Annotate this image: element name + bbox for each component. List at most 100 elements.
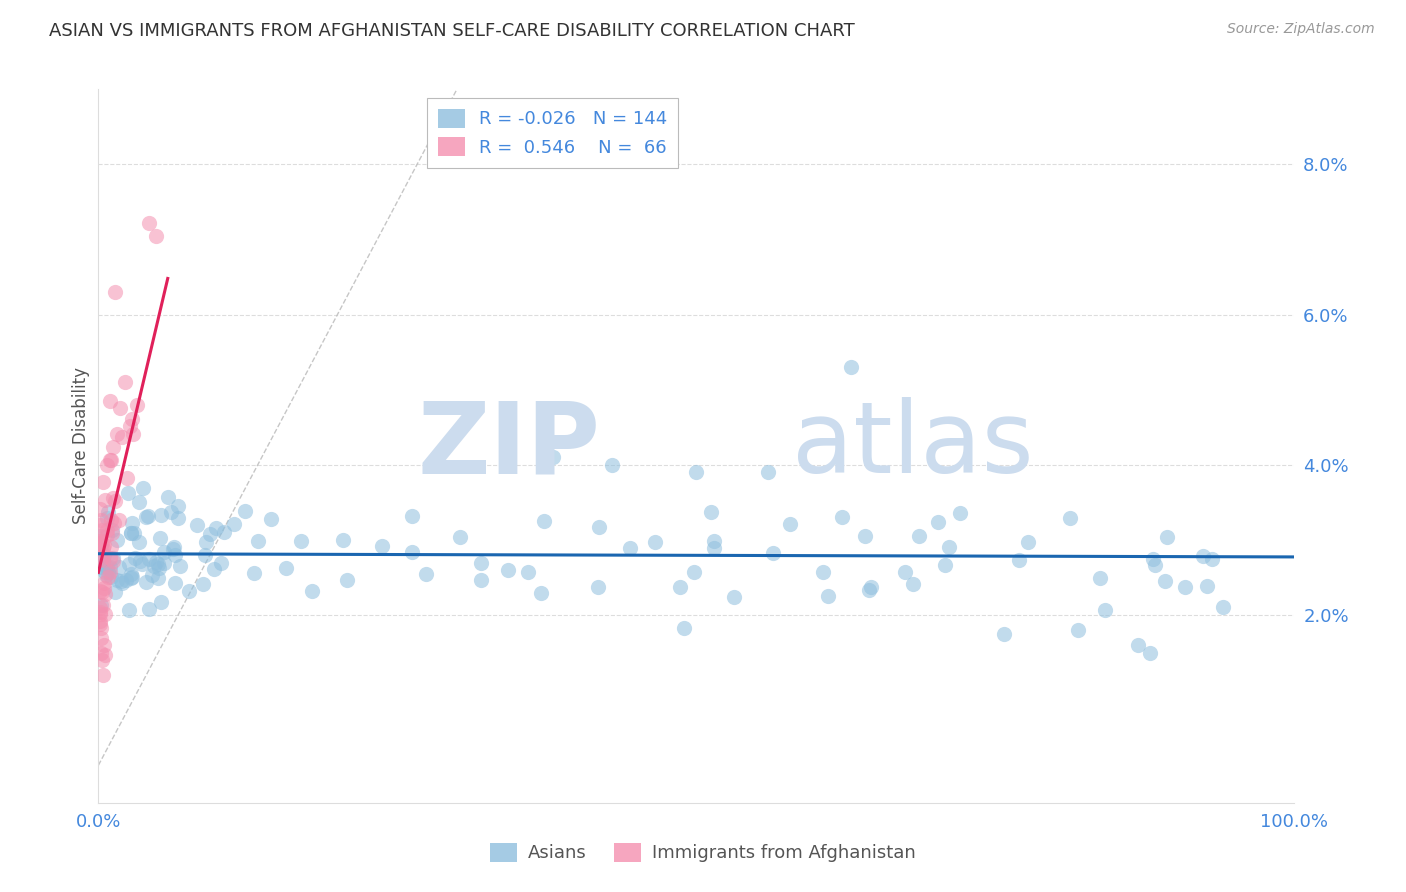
Point — [332, 533, 354, 547]
Point — [136, 508, 159, 523]
Y-axis label: Self-Care Disability: Self-Care Disability — [72, 368, 90, 524]
Point — [132, 481, 155, 495]
Point — [97, 570, 120, 584]
Point — [371, 539, 394, 553]
Point — [89, 501, 111, 516]
Point — [908, 528, 931, 542]
Point — [96, 528, 118, 542]
Point — [135, 574, 157, 589]
Point — [166, 499, 188, 513]
Point — [89, 533, 111, 547]
Point — [153, 556, 176, 570]
Point — [1156, 530, 1178, 544]
Point — [756, 465, 779, 479]
Point — [93, 638, 115, 652]
Point — [235, 504, 257, 518]
Point — [1059, 510, 1081, 524]
Point — [1154, 574, 1177, 588]
Point — [177, 584, 200, 599]
Point — [193, 577, 215, 591]
Point — [138, 552, 160, 566]
Point — [260, 511, 283, 525]
Point — [110, 575, 132, 590]
Text: atlas: atlas — [792, 398, 1033, 494]
Point — [470, 573, 492, 587]
Point — [149, 595, 172, 609]
Point — [107, 512, 129, 526]
Point — [145, 229, 167, 244]
Point — [200, 527, 222, 541]
Text: ZIP: ZIP — [418, 398, 600, 494]
Point — [817, 589, 839, 603]
Point — [98, 394, 121, 409]
Point — [120, 566, 142, 581]
Point — [104, 493, 127, 508]
Point — [290, 533, 312, 548]
Point — [1212, 600, 1234, 615]
Point — [165, 575, 187, 590]
Point — [91, 541, 114, 555]
Point — [336, 574, 359, 588]
Point — [276, 561, 298, 575]
Point — [91, 553, 114, 567]
Point — [533, 514, 555, 528]
Point — [415, 567, 437, 582]
Point — [89, 518, 111, 533]
Point — [89, 539, 111, 553]
Point — [100, 513, 122, 527]
Point — [89, 606, 111, 620]
Point — [703, 541, 725, 555]
Point — [103, 516, 125, 530]
Point — [1174, 580, 1197, 594]
Point — [138, 216, 160, 230]
Point — [186, 518, 208, 533]
Point — [101, 523, 124, 537]
Point — [141, 567, 163, 582]
Point — [103, 554, 125, 568]
Point — [668, 581, 690, 595]
Point — [105, 427, 128, 442]
Point — [1191, 549, 1213, 563]
Point — [122, 526, 145, 541]
Point — [118, 419, 141, 434]
Point — [1017, 535, 1039, 549]
Point — [121, 516, 143, 531]
Point — [949, 506, 972, 520]
Point — [90, 551, 112, 566]
Point — [165, 549, 187, 563]
Point — [89, 535, 111, 549]
Point — [858, 582, 880, 597]
Point — [1067, 623, 1090, 637]
Point — [496, 563, 519, 577]
Point — [1090, 570, 1112, 584]
Point — [117, 557, 139, 571]
Point — [100, 453, 122, 467]
Point — [100, 570, 122, 584]
Point — [762, 546, 785, 560]
Point — [166, 511, 188, 525]
Point — [89, 538, 111, 552]
Point — [101, 551, 124, 566]
Point — [110, 574, 132, 588]
Point — [93, 538, 115, 552]
Point — [104, 584, 127, 599]
Point — [91, 523, 114, 537]
Point — [831, 510, 853, 524]
Point — [128, 495, 150, 509]
Point — [588, 519, 610, 533]
Point — [90, 621, 112, 635]
Point — [449, 530, 471, 544]
Point — [205, 520, 228, 534]
Point — [993, 627, 1015, 641]
Point — [100, 453, 122, 467]
Point — [96, 511, 118, 525]
Point — [145, 555, 167, 569]
Point — [93, 575, 115, 590]
Point — [602, 458, 624, 472]
Point — [93, 581, 115, 595]
Point — [149, 531, 172, 545]
Point — [96, 559, 118, 574]
Point — [160, 505, 183, 519]
Point — [121, 412, 143, 426]
Point — [927, 515, 949, 529]
